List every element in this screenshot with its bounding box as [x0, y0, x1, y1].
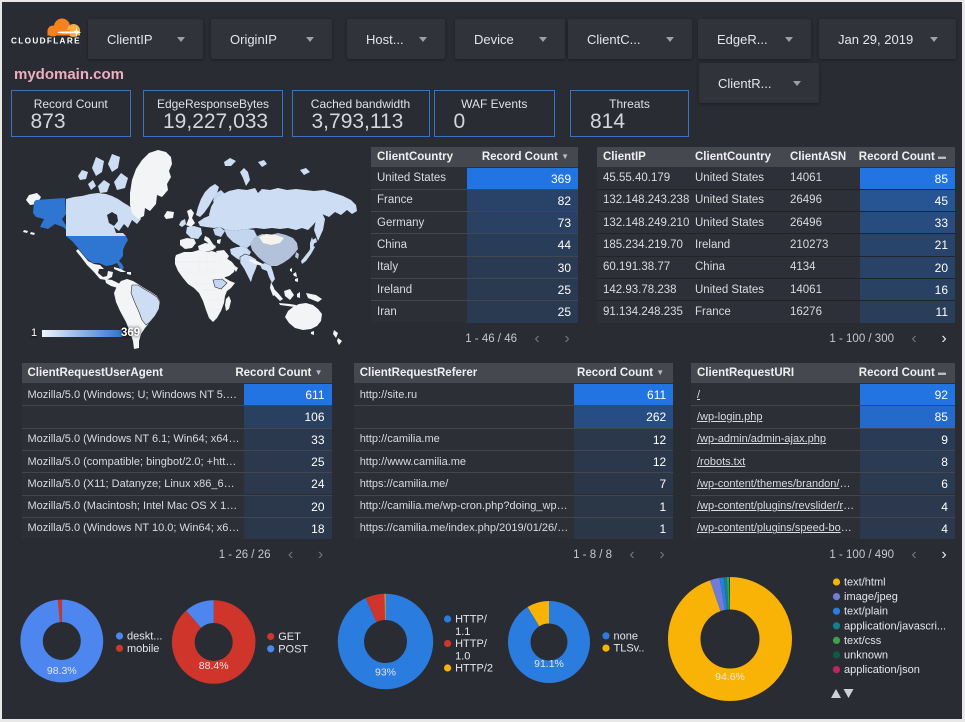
svg-text:98.3%: 98.3% [47, 665, 77, 677]
svg-text:TLSv..: TLSv.. [614, 643, 645, 655]
svg-text:CLOUDFLARE: CLOUDFLARE [11, 37, 81, 46]
svg-text:text/css: text/css [844, 635, 882, 647]
svg-text:application/javascri...: application/javascri... [844, 620, 946, 632]
svg-text:text/plain: text/plain [844, 606, 888, 618]
svg-text:1.0: 1.0 [455, 651, 470, 663]
svg-text:93%: 93% [375, 667, 396, 679]
svg-text:HTTP/: HTTP/ [455, 614, 488, 626]
svg-text:GET: GET [278, 631, 301, 643]
svg-text:unknown: unknown [844, 650, 888, 662]
svg-text:POST: POST [278, 643, 308, 655]
svg-text:91.1%: 91.1% [534, 658, 564, 670]
svg-text:HTTP/2: HTTP/2 [455, 663, 493, 675]
svg-text:text/html: text/html [844, 577, 886, 589]
svg-text:mobile: mobile [127, 643, 159, 655]
svg-text:none: none [614, 630, 638, 642]
svg-text:image/jpeg: image/jpeg [844, 591, 898, 603]
svg-text:88.4%: 88.4% [199, 660, 229, 672]
svg-text:1.1: 1.1 [455, 626, 470, 638]
svg-text:HTTP/: HTTP/ [455, 638, 488, 650]
svg-text:application/json: application/json [844, 664, 920, 676]
svg-text:94.6%: 94.6% [715, 671, 745, 683]
svg-text:deskt...: deskt... [127, 631, 162, 643]
